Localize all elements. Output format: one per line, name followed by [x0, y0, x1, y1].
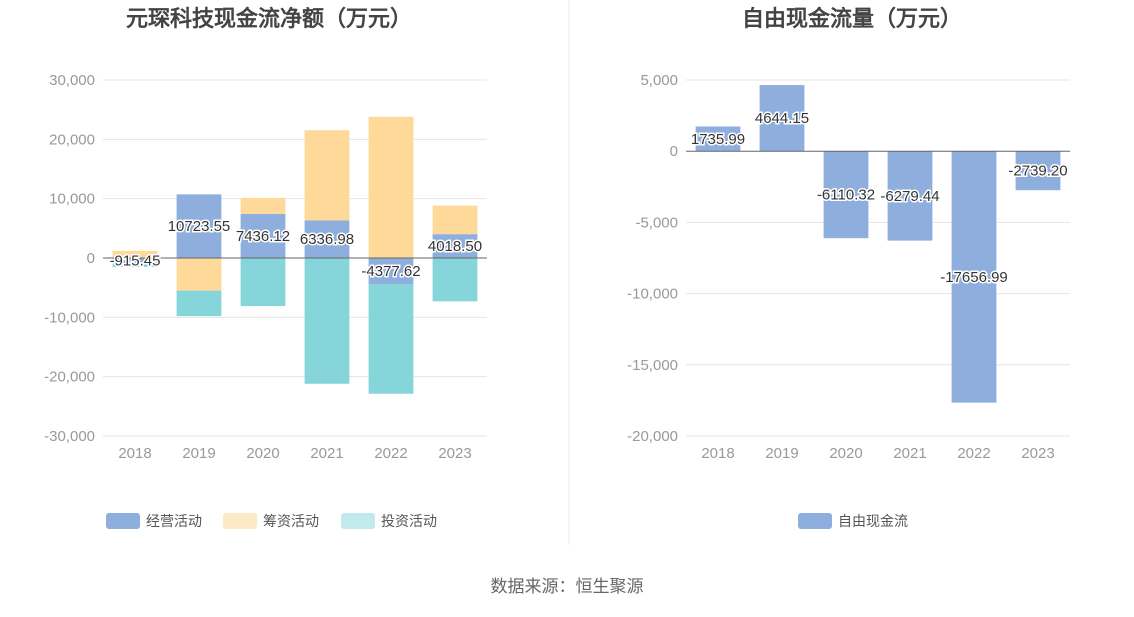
legend-item-free-cashflow[interactable]: 自由现金流 [798, 513, 908, 529]
bar-free_cash_flow[interactable] [695, 126, 741, 152]
legend-swatch-free-cashflow [798, 513, 832, 529]
bar-free_cash_flow[interactable] [823, 151, 869, 239]
bar-investing[interactable] [240, 258, 286, 307]
bar-operating[interactable] [240, 213, 286, 258]
y-tick-label: -20,000 [627, 428, 678, 445]
data-label: 7436.12 [236, 228, 290, 245]
bar-operating[interactable] [368, 258, 414, 284]
legend-label-investing: 投资活动 [381, 513, 437, 529]
bar-free_cash_flow[interactable] [1015, 151, 1061, 191]
x-tick-label: 2019 [765, 445, 798, 462]
legend-item-operating[interactable]: 经营活动 [106, 513, 202, 529]
data-label: 4018.50 [428, 238, 482, 255]
bar-financing[interactable] [304, 130, 350, 221]
chart2-title: 自由现金流量（万元） [742, 6, 962, 31]
bar-free_cash_flow[interactable] [951, 151, 997, 403]
data-label: -17656.99 [940, 269, 1008, 286]
x-tick-label: 2019 [182, 445, 215, 462]
legend-item-financing[interactable]: 筹资活动 [223, 513, 319, 529]
bar-financing[interactable] [176, 258, 222, 291]
x-tick-label: 2020 [829, 445, 862, 462]
x-tick-label: 2022 [374, 445, 407, 462]
data-label: 10723.55 [168, 218, 231, 235]
x-tick-label: 2023 [438, 445, 471, 462]
legend-item-investing[interactable]: 投资活动 [341, 513, 437, 529]
bar-operating[interactable] [304, 220, 350, 258]
data-label: -6279.44 [880, 188, 939, 205]
y-tick-label: -10,000 [627, 286, 678, 303]
data-label: -915.45 [110, 253, 161, 270]
data-label: -6110.32 [817, 187, 875, 204]
legend-label-financing: 筹资活动 [263, 513, 319, 529]
legend-swatch-investing [341, 513, 375, 529]
y-tick-label: -30,000 [44, 428, 95, 445]
data-source-note: 数据来源：恒生聚源 [491, 577, 644, 596]
bar-investing[interactable] [176, 290, 222, 317]
bar-financing[interactable] [112, 250, 158, 258]
bar-investing[interactable] [432, 258, 478, 302]
y-tick-label: 10,000 [49, 191, 95, 208]
y-tick-label: 20,000 [49, 131, 95, 148]
y-tick-label: -5,000 [635, 214, 678, 231]
y-tick-label: -15,000 [627, 357, 678, 374]
y-tick-label: 0 [87, 250, 95, 267]
chart1-title: 元琛科技现金流净额（万元） [126, 6, 412, 31]
chart2-legend: 自由现金流 [798, 513, 908, 529]
bar-investing[interactable] [112, 263, 158, 267]
bar-free_cash_flow[interactable] [759, 85, 805, 152]
legend-label-free-cashflow: 自由现金流 [838, 513, 908, 529]
x-tick-label: 2021 [893, 445, 926, 462]
y-tick-label: 0 [670, 143, 678, 160]
data-label: -4377.62 [361, 263, 420, 280]
y-tick-label: -20,000 [44, 369, 95, 386]
bar-financing[interactable] [432, 205, 478, 235]
x-tick-label: 2018 [118, 445, 151, 462]
data-label: 1735.99 [691, 131, 745, 148]
legend-swatch-operating [106, 513, 140, 529]
bar-operating[interactable] [432, 234, 478, 258]
bar-financing[interactable] [240, 197, 286, 214]
free-cashflow-chart: 5,000 0 -5,000 -10,000 -15,000 -20,000 2018 201… [627, 72, 1070, 462]
data-label: 4644.15 [755, 110, 809, 127]
y-tick-label: 5,000 [640, 72, 678, 89]
x-tick-label: 2021 [310, 445, 343, 462]
x-tick-label: 2018 [701, 445, 734, 462]
data-label: 6336.98 [300, 231, 354, 248]
y-tick-label: 30,000 [49, 72, 95, 89]
x-tick-label: 2023 [1021, 445, 1054, 462]
bar-investing[interactable] [304, 258, 350, 384]
legend-swatch-financing [223, 513, 257, 529]
x-tick-label: 2022 [957, 445, 990, 462]
bar-investing[interactable] [368, 283, 414, 394]
bar-operating[interactable] [176, 194, 222, 258]
bar-operating[interactable] [112, 258, 158, 264]
bar-financing[interactable] [368, 116, 414, 258]
y-tick-label: -10,000 [44, 309, 95, 326]
legend-label-operating: 经营活动 [146, 513, 202, 529]
bar-free_cash_flow[interactable] [887, 151, 933, 241]
cashflow-chart: 30,000 20,000 10,000 0 -10,000 -20,000 -30,000… [44, 72, 487, 462]
data-label: -2739.20 [1008, 163, 1067, 180]
x-tick-label: 2020 [246, 445, 279, 462]
chart1-legend: 经营活动 筹资活动 投资活动 [106, 513, 437, 529]
